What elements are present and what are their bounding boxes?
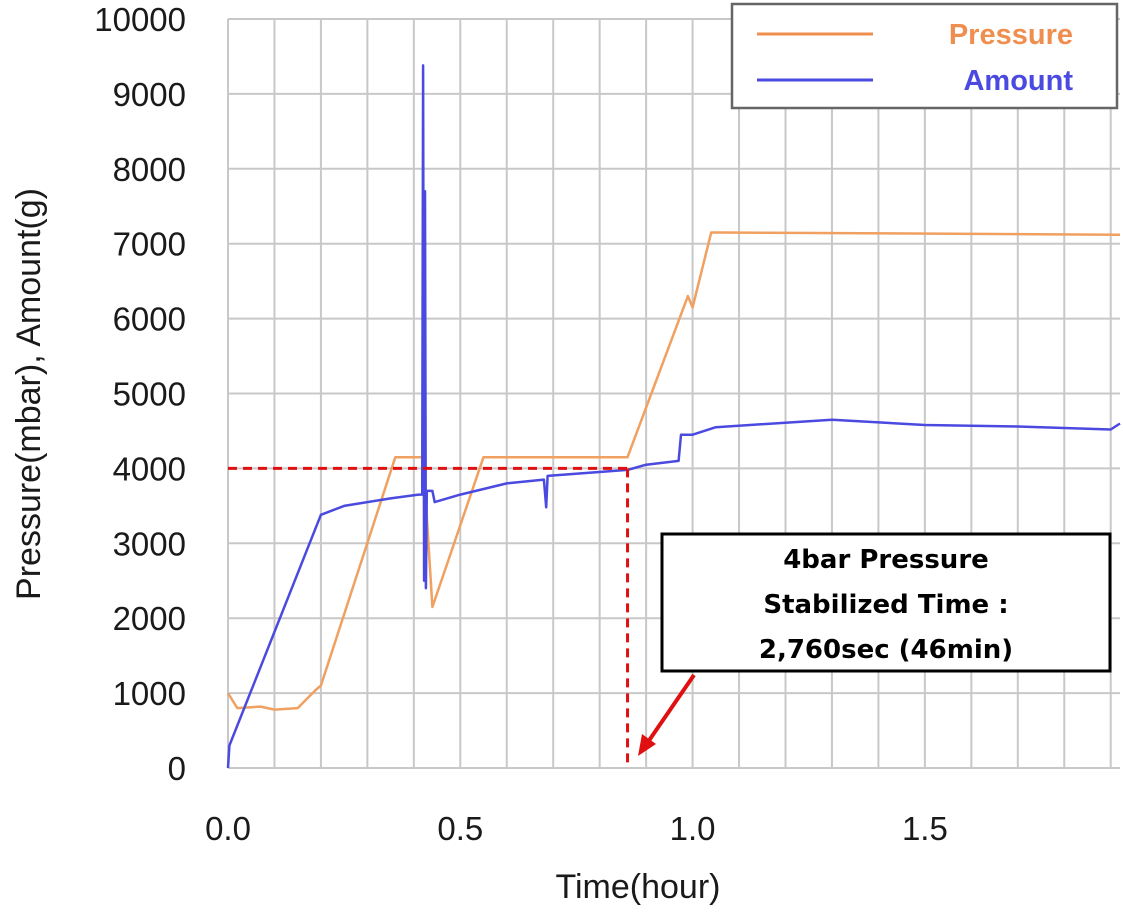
y-tick-label: 7000 (113, 226, 186, 263)
series-line-amount (226, 64, 1121, 769)
y-tick-label: 1000 (113, 675, 186, 712)
callout-line-1: 4bar Pressure (783, 545, 989, 575)
callout-box (660, 532, 1112, 673)
x-tick-label: 1.0 (670, 810, 716, 847)
x-tick-label: 0.0 (205, 810, 251, 847)
y-tick-labels: 0 1000 2000 3000 4000 5000 6000 7000 8000 9000 100… (94, 1, 186, 787)
y-tick-label: 4000 (113, 450, 186, 487)
x-tick-labels: 0.0 0.5 1.0 1.5 (205, 810, 948, 847)
legend-box (730, 2, 1119, 110)
y-tick-label: 5000 (113, 376, 186, 413)
y-tick-label: 8000 (113, 151, 186, 188)
x-tick-label: 0.5 (437, 810, 483, 847)
y-tick-label: 3000 (113, 525, 186, 562)
reference-lines (228, 466, 630, 768)
y-tick-label: 10000 (94, 1, 186, 38)
legend: Pressure Amount (730, 2, 1119, 110)
y-tick-label: 6000 (113, 301, 186, 338)
x-tick-label: 1.5 (902, 810, 948, 847)
y-axis-title: Pressure(mbar), Amount(g) (10, 188, 48, 600)
callout-arrowhead (638, 734, 656, 756)
callout-line-2: Stabilized Time : (763, 590, 1008, 620)
legend-pressure-label: Pressure (949, 19, 1073, 51)
callout: 4bar Pressure Stabilized Time : 2,760sec… (638, 532, 1112, 756)
series-layer (226, 64, 1121, 769)
x-axis-title: Time(hour) (556, 868, 721, 906)
callout-line-3: 2,760sec (46min) (759, 635, 1013, 665)
legend-amount-label: Amount (963, 65, 1073, 97)
y-tick-label: 9000 (113, 76, 186, 113)
y-tick-label: 0 (168, 750, 186, 787)
callout-arrow (646, 673, 696, 744)
y-tick-label: 2000 (113, 600, 186, 637)
